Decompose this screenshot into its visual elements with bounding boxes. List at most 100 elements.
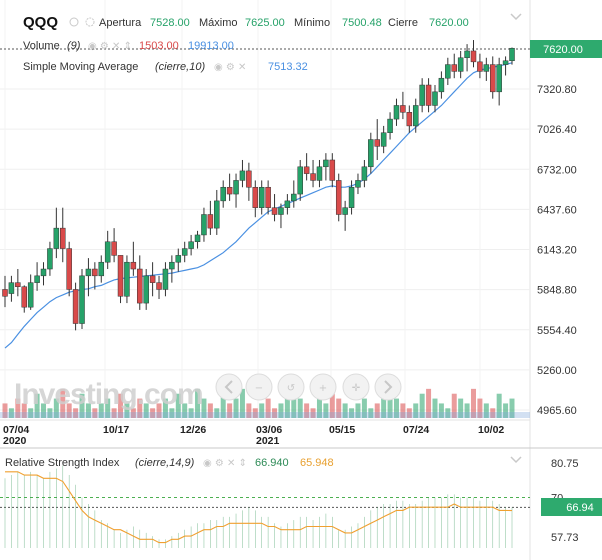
volume-bar	[490, 408, 496, 418]
time-tick-label: 10/17	[103, 424, 129, 436]
volume-bar	[8, 408, 14, 418]
volume-bar	[336, 398, 342, 418]
zoom-out-icon[interactable]	[245, 373, 273, 401]
rsi-name: Relative Strength Index	[5, 457, 120, 469]
rsi-chevron-down-icon[interactable]	[510, 456, 522, 464]
candle-body	[233, 180, 239, 195]
sma-path	[4, 62, 513, 349]
volume-value-down: 1503.00	[139, 40, 179, 52]
volume-bar	[503, 403, 509, 418]
candle-body	[374, 139, 380, 147]
candle-body	[252, 186, 259, 208]
volume-bar	[28, 408, 34, 418]
candle-body	[162, 268, 169, 290]
crosshair-glyph: ✛	[352, 383, 361, 394]
rsi-badge	[541, 498, 602, 516]
chevron-down-icon[interactable]	[510, 13, 522, 21]
candle-body	[387, 118, 393, 133]
candle-body	[47, 248, 53, 270]
volume-bar	[15, 398, 21, 418]
rsi-legend: Relative Strength Index (cierre,14,9) ◉ …	[5, 456, 522, 469]
candle-body	[104, 241, 111, 263]
eye-icon[interactable]	[69, 17, 79, 27]
candle-body	[509, 47, 515, 62]
volume-bar	[195, 388, 201, 418]
volume-bar	[246, 403, 252, 418]
volume-bar	[73, 408, 79, 418]
volume-bar	[316, 398, 322, 418]
candle-body	[483, 64, 490, 72]
time-tick-label: 05/15	[329, 424, 355, 436]
volume-bar	[381, 393, 387, 418]
volume-bar	[329, 393, 335, 418]
volume-bar	[124, 403, 130, 418]
volume-bar	[323, 403, 329, 418]
volume-bar	[438, 403, 444, 418]
candle-body	[348, 186, 355, 208]
volume-bar	[342, 403, 348, 418]
candle-body	[271, 207, 278, 215]
candle-body	[361, 166, 368, 181]
candle-body	[477, 61, 483, 72]
candle-body	[335, 180, 342, 215]
candle-body	[284, 200, 291, 208]
candle-body	[21, 286, 28, 308]
volume-legend: Volume (9) ◉ ⚙ ✕ ⇕ 1503.00 19913.00	[23, 40, 234, 52]
volume-bar	[400, 403, 406, 418]
rsi-lines	[4, 465, 513, 548]
volume-bar	[387, 384, 393, 418]
reset-glyph: ↺	[287, 383, 295, 394]
volume-bar	[239, 388, 245, 418]
candle-body	[194, 234, 201, 243]
volume-bar	[252, 408, 258, 418]
candle-body	[438, 77, 445, 93]
price-tick-label: 7320.80	[537, 84, 577, 96]
volume-bar	[34, 393, 40, 418]
volume-bar	[169, 408, 175, 418]
time-tick-label: 10/02	[478, 424, 504, 436]
nav-controls: − ↺ + ✛	[215, 373, 402, 401]
candle-body	[470, 50, 477, 63]
volume-name: Volume	[23, 40, 60, 52]
candle-body	[412, 105, 419, 127]
crosshair-icon[interactable]	[342, 373, 370, 401]
volume-bar	[111, 408, 117, 418]
volume-bar	[451, 393, 457, 418]
nav-left-icon[interactable]	[215, 373, 243, 401]
volume-bar	[464, 403, 470, 418]
nav-left-glyph	[224, 380, 233, 394]
sma-controls-icon[interactable]: ◉ ⚙ ✕	[214, 62, 246, 73]
rsi-controls-icon[interactable]: ◉ ⚙ ✕ ⇕	[203, 458, 247, 469]
candle-body	[207, 214, 214, 229]
candle-body	[169, 261, 175, 270]
candle-body	[406, 112, 413, 127]
volume-bar	[284, 393, 290, 418]
candle-body	[380, 132, 387, 147]
reset-icon[interactable]	[277, 373, 305, 401]
candle-body	[316, 166, 323, 181]
volume-bar	[79, 393, 85, 418]
volume-controls-icon[interactable]: ◉ ⚙ ✕ ⇕	[88, 41, 132, 52]
candle-body	[124, 261, 130, 297]
zoom-in-icon[interactable]	[309, 373, 337, 401]
volume-bar	[349, 408, 355, 418]
gear-icon[interactable]	[85, 17, 95, 27]
volume-bar	[406, 408, 412, 418]
price-tick-label: 5554.40	[537, 325, 577, 337]
candle-body	[239, 170, 246, 181]
nav-right-icon[interactable]	[374, 373, 402, 401]
rsi-signal-value: 65.948	[300, 457, 334, 469]
volume-bar	[227, 403, 233, 418]
volume-bar	[445, 408, 451, 418]
candle-body	[419, 84, 425, 106]
low-label: Mínimo	[294, 17, 330, 29]
volume-bar	[393, 398, 399, 418]
candle-body	[117, 255, 124, 297]
symbol-title: QQQ	[23, 14, 58, 31]
volume-bar	[374, 403, 380, 418]
volume-bar	[419, 393, 425, 418]
zoom-in-glyph: +	[319, 383, 327, 394]
volume-bar	[137, 398, 143, 418]
candle-body	[278, 207, 284, 215]
